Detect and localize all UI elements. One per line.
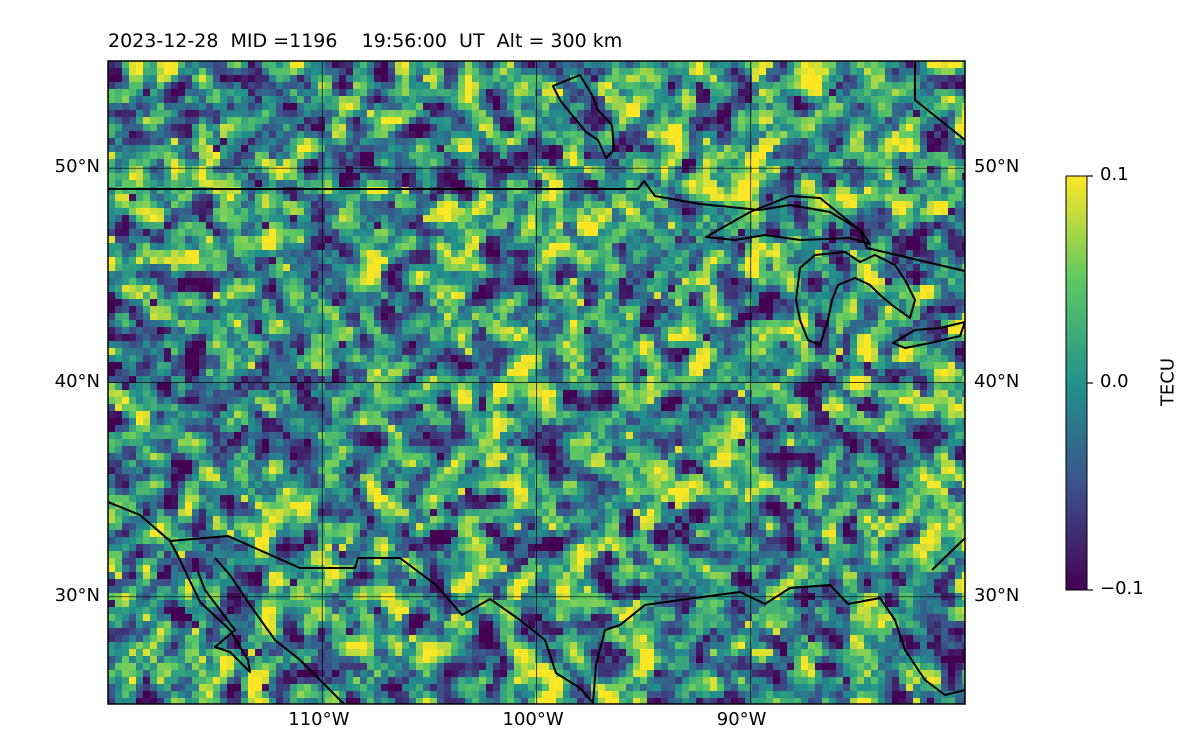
lat-label: 50°N (974, 156, 1020, 178)
florida (931, 537, 965, 571)
map-frame (107, 60, 966, 705)
colorbar-tick-label: 0.0 (1100, 371, 1129, 392)
colorbar-tick-label: −0.1 (1100, 578, 1144, 599)
mexico-west-coast (214, 557, 346, 704)
colorbar (1065, 175, 1088, 591)
title-date: 2023-12-28 (108, 30, 219, 52)
lon-label: 110°W (288, 709, 350, 730)
lon-label: 100°W (502, 709, 564, 730)
lat-label: 40°N (54, 370, 100, 392)
baja-coast (108, 501, 251, 673)
east-coast (914, 61, 965, 141)
figure-title: 2023-12-28 MID =1196 19:56:00 UT Alt = 3… (108, 30, 622, 52)
lake-erie-ontario (892, 321, 965, 349)
title-time: 19:56:00 UT (361, 30, 485, 52)
us-canada-border (108, 180, 965, 272)
lat-label: 30°N (974, 584, 1020, 606)
lake-superior (705, 195, 871, 245)
colorbar-tick-label: 0.1 (1100, 164, 1129, 185)
hudson-bay-shore (552, 74, 615, 159)
gulf-coast (592, 584, 965, 704)
mexico-border (169, 535, 594, 704)
colorbar-title: TECU (1157, 357, 1179, 407)
title-mid: MID =1196 (230, 30, 338, 52)
colorbar-ticks (1087, 175, 1093, 591)
lon-label: 90°W (716, 709, 767, 730)
lat-label: 30°N (54, 584, 100, 606)
lat-label: 50°N (54, 156, 100, 178)
title-alt: Alt = 300 km (496, 30, 623, 52)
lat-label: 40°N (974, 370, 1020, 392)
tec-heatmap (108, 61, 965, 704)
lake-michigan-huron (795, 251, 916, 346)
coastlines-borders (108, 61, 965, 704)
